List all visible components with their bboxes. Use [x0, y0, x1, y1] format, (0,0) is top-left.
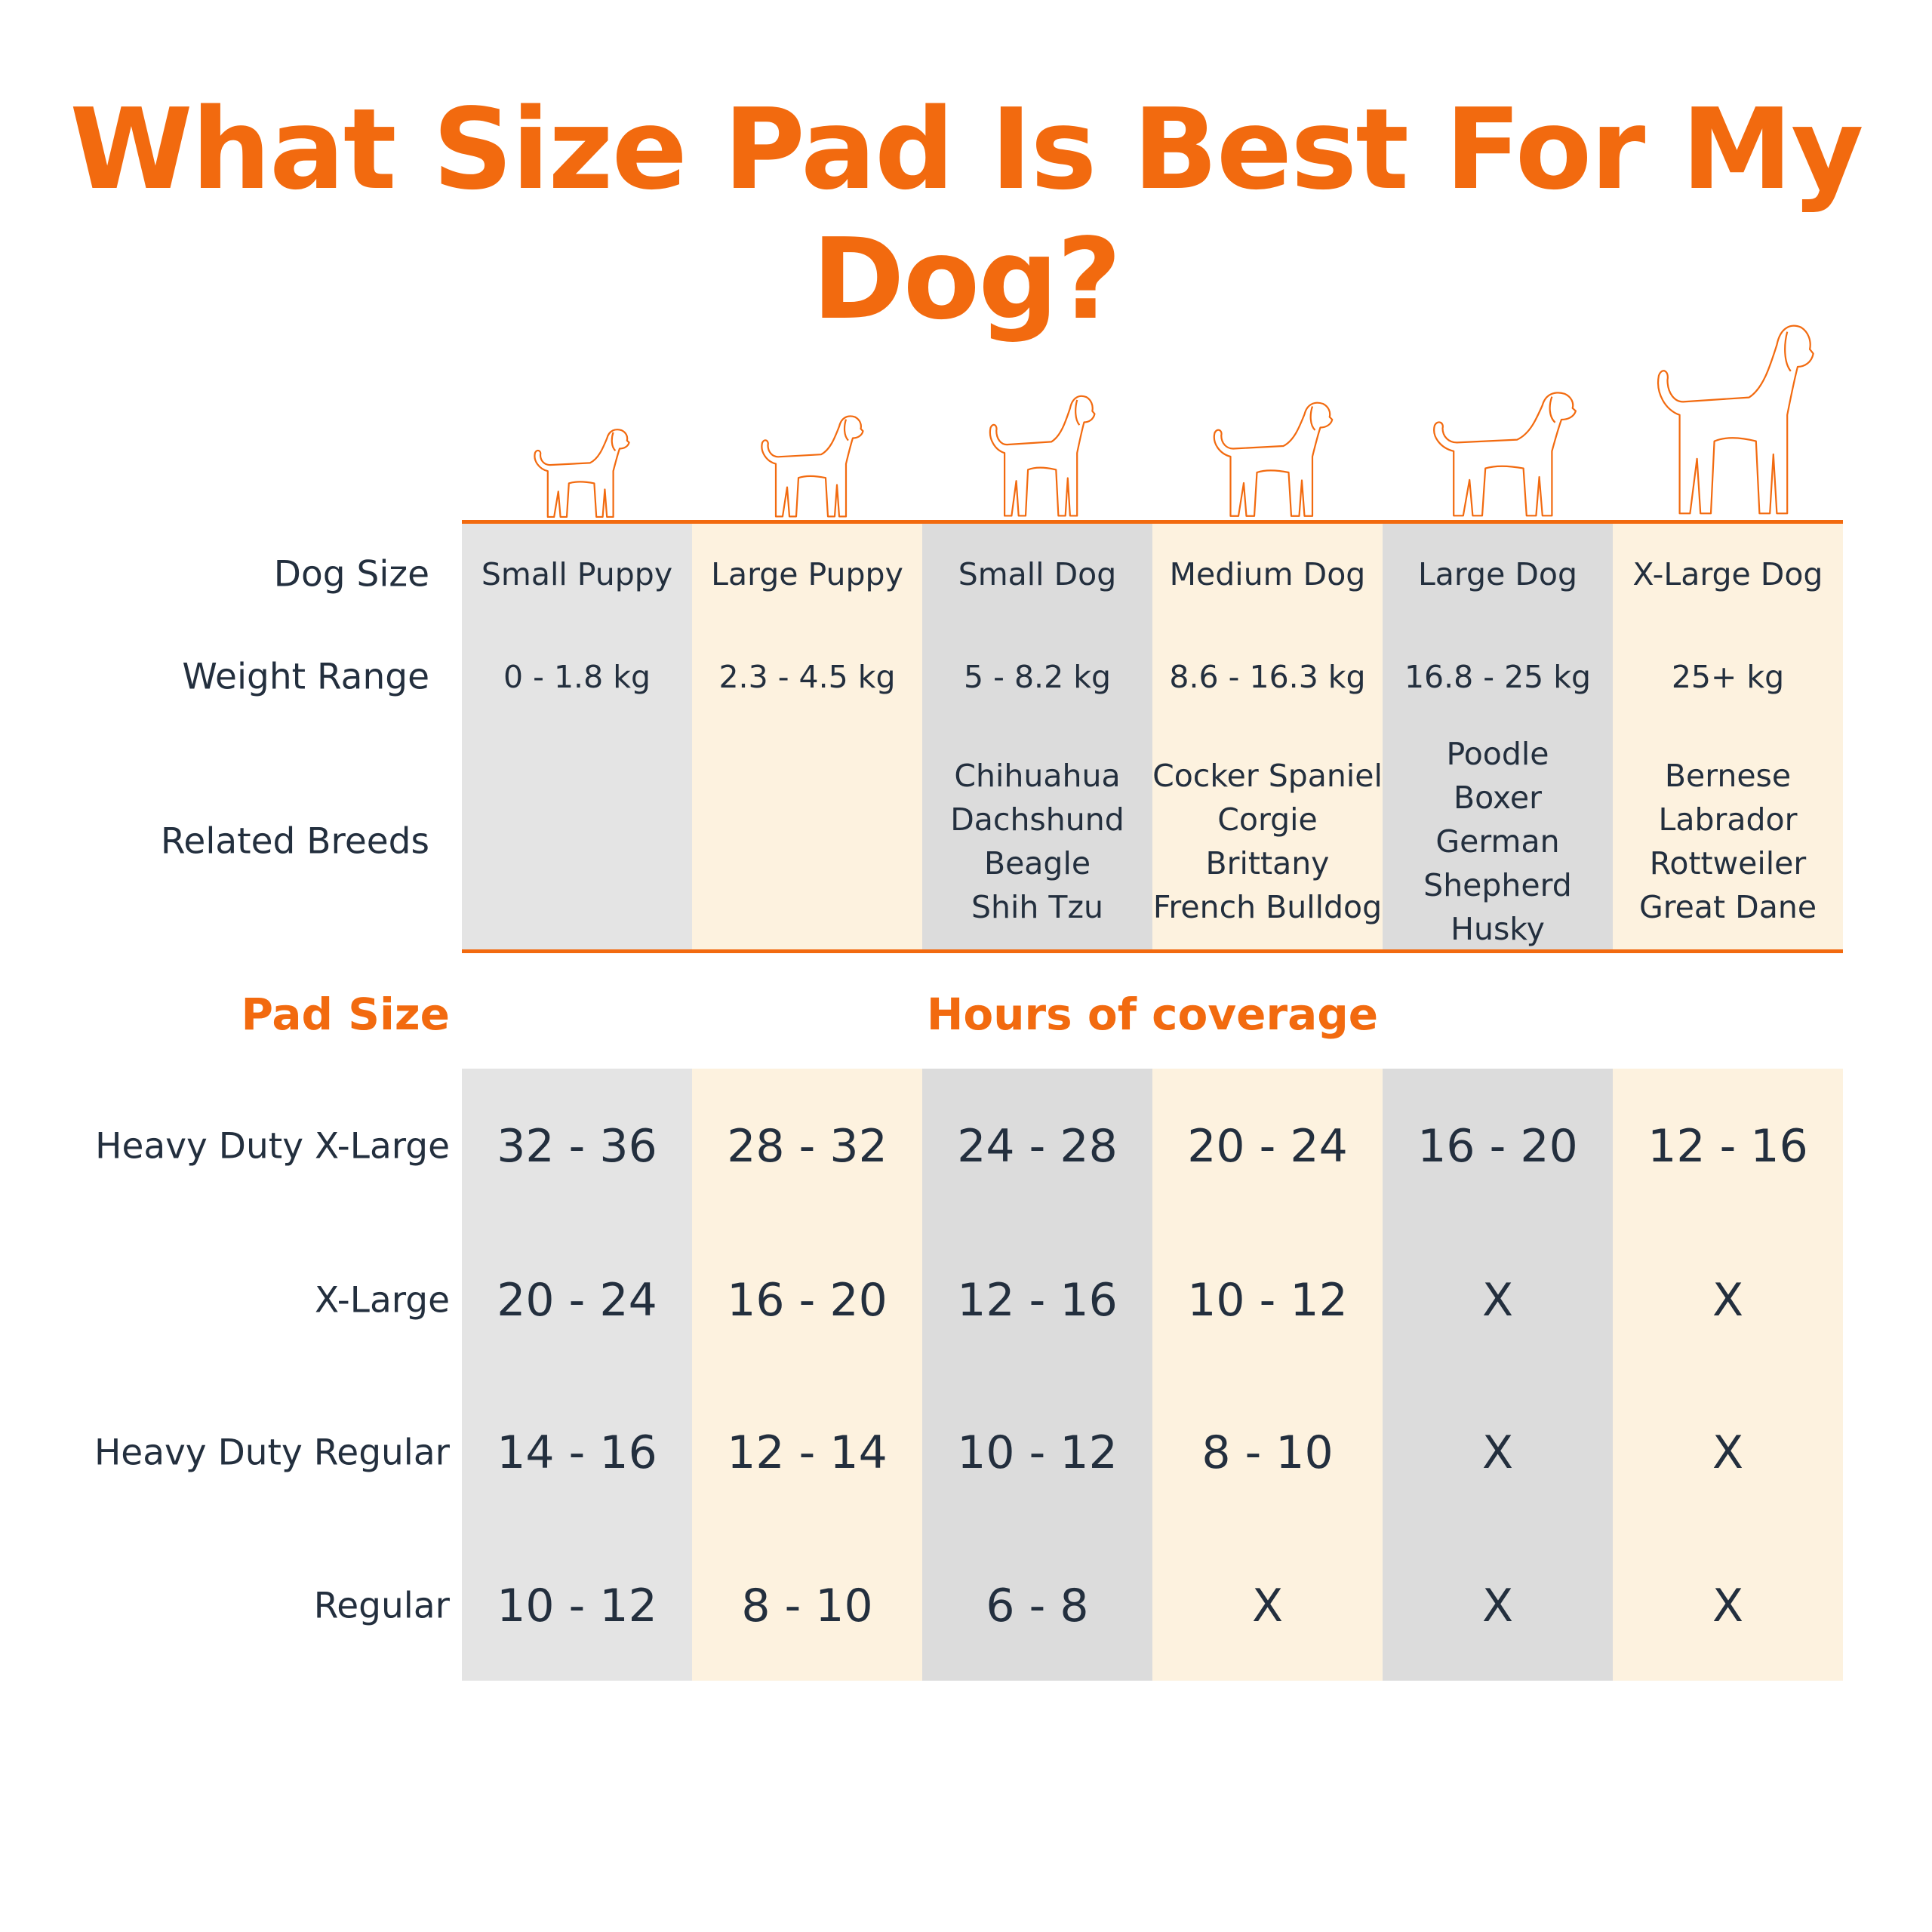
dog-outline — [990, 396, 1095, 516]
coverage-hours-cell: 10 - 12 — [1187, 1274, 1348, 1327]
coverage-hours-cell: 20 - 24 — [497, 1274, 657, 1327]
coverage-hours-cell: 6 - 8 — [986, 1580, 1089, 1632]
breed-name: French Bulldog — [1152, 889, 1383, 925]
breed-name: German — [1435, 823, 1560, 860]
large-puppy-icon — [751, 403, 864, 520]
column-bg-lower — [692, 1069, 922, 1681]
breed-name: Labrador — [1658, 801, 1798, 838]
weight-range-cell: 2.3 - 4.5 kg — [718, 659, 896, 695]
row-label-weight-range: Weight Range — [182, 656, 429, 698]
related-breeds-cell: Chihuahua Dachshund Beagle Shih Tzu — [922, 754, 1152, 929]
breed-name: Chihuahua — [954, 758, 1121, 794]
coverage-hours-cell: 28 - 32 — [727, 1120, 888, 1173]
weight-range-cell: 5 - 8.2 kg — [964, 659, 1111, 695]
related-breeds-cell: Cocker Spaniel Corgie Brittany French Bulld… — [1152, 754, 1383, 929]
coverage-hours-cell: X — [1481, 1580, 1514, 1632]
dog-size-cell: Large Puppy — [711, 556, 903, 592]
large-dog-icon — [1419, 377, 1577, 520]
breed-name: Corgie — [1217, 801, 1318, 838]
dog-outline — [761, 416, 863, 516]
coverage-hours-cell: 16 - 20 — [1417, 1120, 1578, 1173]
column-bg-lower — [922, 1069, 1152, 1681]
coverage-hours-cell: X — [1712, 1580, 1744, 1632]
breed-name: Dachshund — [950, 801, 1124, 838]
breed-name: Cocker Spaniel — [1152, 758, 1383, 794]
coverage-hours-cell: X — [1481, 1426, 1514, 1479]
row-label-dog-size: Dog Size — [273, 553, 429, 595]
pad-size-heading: Pad Size — [241, 989, 450, 1040]
medium-dog-icon — [1201, 388, 1334, 520]
dog-outline — [534, 429, 629, 517]
x-large-dog-icon — [1641, 301, 1815, 520]
breed-name: Brittany — [1205, 845, 1330, 881]
dog-size-cell: Small Puppy — [481, 556, 673, 592]
bottom-divider — [462, 949, 1843, 953]
coverage-hours-cell: 14 - 16 — [497, 1426, 657, 1479]
breed-name: Poodle — [1446, 736, 1549, 772]
breed-name: Bernese — [1664, 758, 1792, 794]
coverage-hours-cell: 12 - 16 — [957, 1274, 1118, 1327]
column-bg-lower — [1613, 1069, 1843, 1681]
coverage-hours-cell: X — [1251, 1580, 1284, 1632]
small-dog-icon — [979, 380, 1096, 520]
top-divider — [462, 520, 1843, 524]
pad-size-label: Heavy Duty Regular — [94, 1432, 450, 1474]
row-label-related-breeds: Related Breeds — [160, 820, 429, 863]
column-bg-upper — [692, 521, 922, 951]
breed-name: Rottweiler — [1649, 845, 1807, 881]
breed-name: Husky — [1451, 911, 1545, 947]
pad-size-label: Regular — [313, 1585, 450, 1627]
coverage-hours-cell: 16 - 20 — [727, 1274, 888, 1327]
weight-range-cell: 25+ kg — [1671, 659, 1785, 695]
small-puppy-icon — [525, 418, 630, 520]
related-breeds-cell: Poodle Boxer German Shepherd Husky — [1383, 732, 1613, 951]
column-bg-upper — [1383, 521, 1613, 951]
column-bg-upper — [922, 521, 1152, 951]
related-breeds-cell: Bernese Labrador Rottweiler Great Dane — [1613, 754, 1843, 929]
pad-size-label: X-Large — [314, 1279, 450, 1321]
coverage-hours-cell: 10 - 12 — [957, 1426, 1118, 1479]
dog-size-cell: X-Large Dog — [1632, 556, 1823, 592]
coverage-heading: Hours of coverage — [926, 989, 1379, 1040]
column-bg-lower — [1383, 1069, 1613, 1681]
breed-name: Great Dane — [1638, 889, 1817, 925]
dog-size-cell: Large Dog — [1417, 556, 1578, 592]
column-bg-upper — [1613, 521, 1843, 951]
weight-range-cell: 16.8 - 25 kg — [1404, 659, 1592, 695]
coverage-hours-cell: X — [1481, 1274, 1514, 1327]
coverage-hours-cell: 24 - 28 — [957, 1120, 1118, 1173]
coverage-hours-cell: 8 - 10 — [1201, 1426, 1334, 1479]
coverage-hours-cell: 10 - 12 — [497, 1580, 657, 1632]
coverage-hours-cell: 20 - 24 — [1187, 1120, 1348, 1173]
coverage-hours-cell: 12 - 16 — [1647, 1120, 1808, 1173]
weight-range-cell: 8.6 - 16.3 kg — [1169, 659, 1366, 695]
coverage-hours-cell: 8 - 10 — [741, 1580, 873, 1632]
coverage-hours-cell: X — [1712, 1274, 1744, 1327]
column-bg-upper — [462, 521, 692, 951]
breed-name: Shih Tzu — [971, 889, 1103, 925]
column-bg-lower — [1152, 1069, 1383, 1681]
coverage-hours-cell: X — [1712, 1426, 1744, 1479]
breed-name: Beagle — [983, 845, 1091, 881]
breed-name: Shepherd — [1423, 867, 1572, 903]
column-bg-lower — [462, 1069, 692, 1681]
dog-size-cell: Small Dog — [958, 556, 1117, 592]
column-bg-upper — [1152, 521, 1383, 951]
weight-range-cell: 0 - 1.8 kg — [503, 659, 651, 695]
dog-outline — [1434, 392, 1576, 515]
coverage-hours-cell: 12 - 14 — [727, 1426, 888, 1479]
dog-size-cell: Medium Dog — [1169, 556, 1366, 592]
page-title: What Size Pad Is Best For My Dog? — [69, 85, 1863, 344]
pad-size-label: Heavy Duty X-Large — [95, 1125, 450, 1168]
breed-name: Boxer — [1453, 780, 1543, 816]
coverage-hours-cell: 32 - 36 — [497, 1120, 657, 1173]
dog-outline — [1658, 326, 1814, 514]
dog-outline — [1214, 403, 1332, 516]
